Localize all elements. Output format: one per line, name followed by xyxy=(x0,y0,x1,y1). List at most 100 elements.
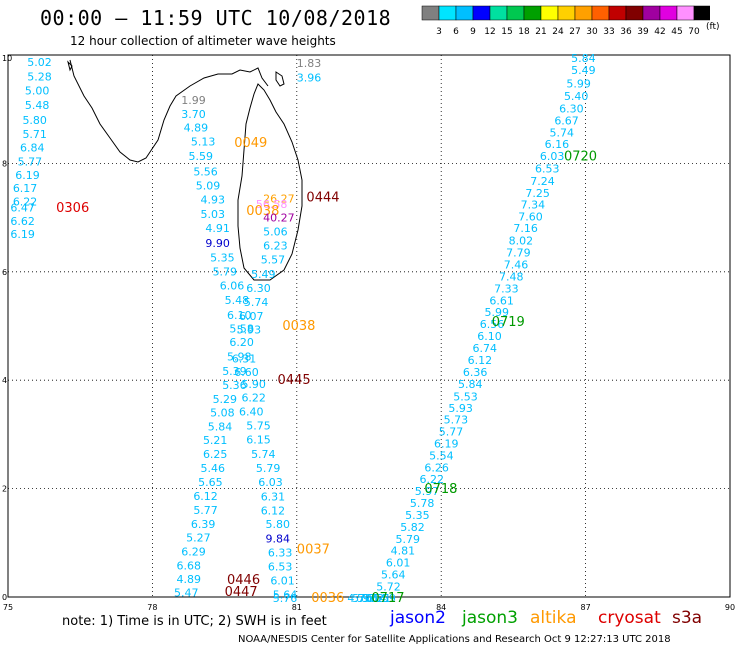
wave-height-value: 5.39 xyxy=(222,365,247,378)
wave-height-value: 6.31 xyxy=(232,352,257,365)
color-tick-label: 27 xyxy=(569,27,580,37)
wave-height-value: 5.75 xyxy=(246,420,271,433)
wave-height-value: 7.25 xyxy=(525,187,550,200)
wave-height-value: 5.79 xyxy=(395,533,420,546)
wave-height-value: 6.12 xyxy=(261,505,286,518)
wave-height-value: 3.70 xyxy=(181,108,206,121)
pass-time-label: 0718 xyxy=(424,482,457,497)
wave-height-value: 5.58 xyxy=(229,323,254,336)
wave-height-value: 7.48 xyxy=(499,270,523,283)
wave-height-value: 5.99 xyxy=(485,306,510,319)
pass-time-label: 0720 xyxy=(564,150,597,165)
wave-height-value: 7.24 xyxy=(530,175,555,188)
wave-height-value: 5.57 xyxy=(261,254,286,267)
wave-height-value: 5.00 xyxy=(25,85,49,98)
page-subtitle: 12 hour collection of altimeter wave hei… xyxy=(70,34,336,48)
wave-height-value: 5.53 xyxy=(453,390,478,403)
color-scale-bar: 3 6 9 12 15 18 21 24 27 30 33 36 39 42 45 70 xyxy=(421,5,710,37)
wave-height-value: 5.35 xyxy=(405,509,430,522)
wave-height-value: 6.67 xyxy=(554,114,579,127)
y-tick-label: 0 xyxy=(2,593,7,602)
footnote: note: 1) Time is in UTC; 2) SWH is in fe… xyxy=(62,614,327,629)
wave-height-value: 6.25 xyxy=(203,448,228,461)
color-tick-label: 36 xyxy=(620,27,632,37)
pass-time-label: 0038 xyxy=(282,319,315,334)
wave-height-value: 6.31 xyxy=(261,491,286,504)
x-tick-label: 87 xyxy=(581,603,591,612)
wave-height-value: 3.96 xyxy=(297,72,322,85)
wave-height-value: 6.62 xyxy=(10,215,35,228)
wave-height-value: 7.34 xyxy=(521,198,546,211)
pass-time-label: 0037 xyxy=(297,543,330,558)
color-swatch xyxy=(693,5,710,21)
wave-height-value: 6.19 xyxy=(15,169,40,182)
wave-height-value: 6.60 xyxy=(234,366,259,379)
wave-height-value: 6.16 xyxy=(545,138,570,151)
wave-height-value: 5.65 xyxy=(198,476,223,489)
pass-time-label: 0049 xyxy=(234,136,267,151)
color-tick-label: 9 xyxy=(470,27,476,37)
wave-height-value: 5.84 xyxy=(458,378,483,391)
lat-lon-grid xyxy=(7,54,731,598)
pass-time-label: 0719 xyxy=(492,315,525,330)
page-title: 00:00 – 11:59 UTC 10/08/2018 xyxy=(40,6,392,30)
wave-height-value: 5.06 xyxy=(263,225,288,238)
y-tick-label: 10 xyxy=(2,54,12,63)
x-tick-label: 78 xyxy=(147,603,157,612)
wave-height-value: 6.07 xyxy=(239,310,263,323)
wave-height-value: 6.39 xyxy=(191,518,216,531)
wave-height-value: 5.72 xyxy=(376,580,401,593)
wave-height-value: 5.59 xyxy=(189,150,214,163)
wave-height-value: 6.06 xyxy=(220,280,245,293)
wave-height-value: 6.03 xyxy=(540,150,565,163)
legend-entry-s3a: s3a xyxy=(672,608,703,628)
wave-height-value: 5.98 xyxy=(227,351,252,364)
wave-height-value: 6.53 xyxy=(268,560,293,573)
wave-height-value: 5.28 xyxy=(27,70,52,83)
wave-height-value: 5.82 xyxy=(400,521,425,534)
wave-height-value: 6.23 xyxy=(263,240,288,253)
wave-height-value: 5.02 xyxy=(27,56,52,69)
wave-height-value: 4.70 xyxy=(347,592,372,605)
wave-height-value: 5.03 xyxy=(201,208,226,221)
pass-time-label: 0038 xyxy=(246,204,279,219)
wave-height-value: 6.74 xyxy=(472,342,497,355)
y-tick-label: 2 xyxy=(2,485,7,494)
y-tick-label: 6 xyxy=(2,268,7,277)
x-tick-label: 84 xyxy=(436,603,446,612)
wave-height-value: 4.89 xyxy=(176,573,201,586)
wave-height-value: 6.12 xyxy=(193,490,218,503)
color-tick-label: 24 xyxy=(552,27,564,37)
wave-height-value: 5.40 xyxy=(564,90,589,103)
wave-height-value: 8.02 xyxy=(509,235,534,248)
color-tick-label: 33 xyxy=(603,27,614,37)
wave-height-value: 6.10 xyxy=(477,330,502,343)
wave-height-value: 6.01 xyxy=(270,575,295,588)
color-tick-label: 45 xyxy=(671,27,682,37)
wave-height-value: 5.46 xyxy=(201,462,226,475)
wave-height-value: 6.01 xyxy=(386,557,411,570)
wave-height-value: 4.81 xyxy=(391,545,416,558)
wave-height-value: 5.79 xyxy=(213,266,238,279)
pass-time-label: 0036 xyxy=(311,591,344,606)
wave-height-value: 5.78 xyxy=(410,497,435,510)
color-tick-label: 12 xyxy=(484,27,495,37)
wave-height-value: 6.22 xyxy=(13,196,37,209)
wave-height-value: 6.30 xyxy=(559,102,584,115)
wave-height-value: 56.58 xyxy=(256,198,287,211)
wave-height-value: 5.93 xyxy=(237,324,262,337)
wave-height-value: 9.84 xyxy=(266,532,291,545)
legend-entry-altika: altika xyxy=(530,608,577,628)
wave-height-value: 5.48 xyxy=(25,99,49,112)
wave-height-value: 5.77 xyxy=(18,156,43,169)
wave-height-value: 5.77 xyxy=(439,425,464,438)
wave-height-value: 4.89 xyxy=(184,121,209,134)
wave-height-value: 5.54 xyxy=(429,449,454,462)
wave-height-value: 5.74 xyxy=(550,126,575,139)
wave-height-value: 7.46 xyxy=(504,259,528,272)
wave-height-value: 6.19 xyxy=(434,437,459,450)
wave-height-value: 5.21 xyxy=(203,434,228,447)
wave-height-value: 5.80 xyxy=(22,114,47,127)
wave-height-value: 5.71 xyxy=(22,128,47,141)
